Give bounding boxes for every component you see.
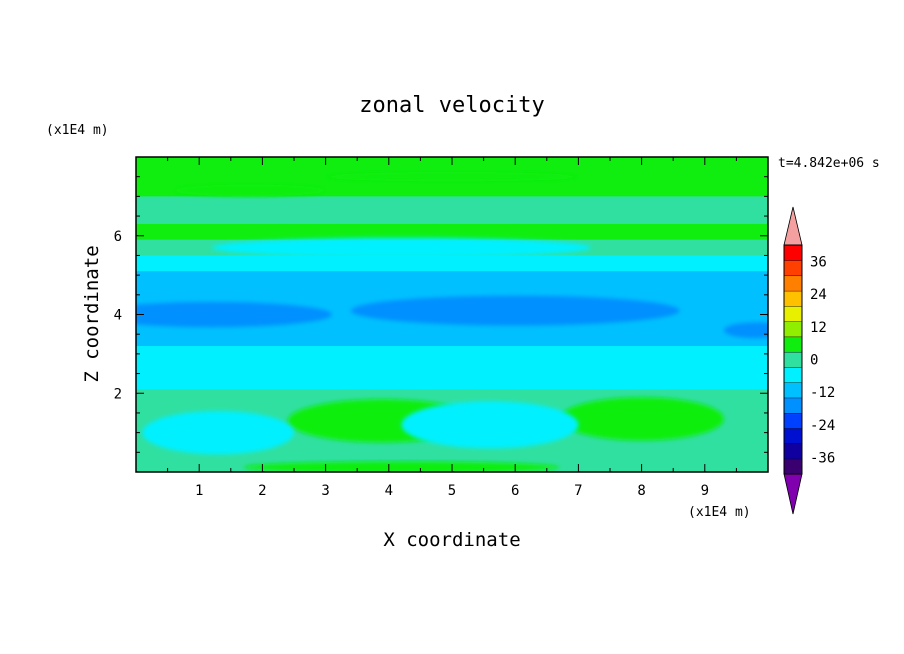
velocity-band — [136, 212, 768, 225]
colorbar-swatch — [783, 290, 803, 307]
colorbar-tick-label: -24 — [810, 418, 835, 434]
colorbar-swatch — [783, 443, 803, 460]
colorbar-tick-label: -12 — [810, 385, 835, 401]
y-tick-label: 6 — [114, 229, 122, 245]
velocity-field — [136, 157, 768, 472]
colorbar-over-arrow — [783, 206, 803, 246]
x-tick-label: 8 — [637, 483, 645, 499]
velocity-band — [136, 157, 768, 174]
velocity-band — [136, 452, 768, 465]
x-axis-label: X coordinate — [383, 529, 520, 551]
colorbar-swatch — [783, 382, 803, 399]
colorbar-tick-label: -36 — [810, 451, 835, 467]
velocity-feature — [325, 171, 579, 182]
y-axis-label: Z coordinate — [81, 245, 103, 382]
colorbar: 36 24 12 0 -12 -24 -36 — [783, 206, 835, 515]
velocity-feature — [243, 461, 560, 472]
colorbar-swatch — [783, 397, 803, 414]
velocity-feature — [559, 397, 724, 441]
y-tick-label: 4 — [114, 308, 122, 324]
colorbar-tick-label: 12 — [810, 320, 827, 336]
velocity-band — [136, 223, 768, 241]
velocity-feature — [350, 295, 680, 326]
colorbar-swatch — [783, 458, 803, 475]
velocity-feature — [173, 184, 326, 197]
velocity-band — [136, 369, 768, 390]
colorbar-swatch — [783, 366, 803, 383]
velocity-feature — [211, 237, 592, 258]
x-tick-label: 9 — [701, 483, 709, 499]
x-tick-label: 7 — [574, 483, 582, 499]
x-tick-label: 4 — [385, 483, 393, 499]
colorbar-tick-label: 36 — [810, 254, 827, 270]
x-tick-label: 3 — [321, 483, 329, 499]
colorbar-under-arrow — [783, 473, 803, 515]
x-axis-ticks: 1 2 3 4 5 6 7 8 9 — [167, 157, 737, 499]
colorbar-frame — [783, 244, 803, 475]
y-axis-ticks: 2 4 6 — [114, 176, 768, 453]
x-units-label: (x1E4 m) — [688, 505, 751, 520]
velocity-feature — [136, 301, 332, 328]
velocity-band — [136, 346, 768, 371]
velocity-feature — [142, 410, 294, 455]
velocity-band — [136, 271, 768, 300]
x-tick-label: 5 — [448, 483, 456, 499]
x-tick-label: 6 — [511, 483, 519, 499]
colorbar-swatch — [783, 321, 803, 338]
y-units-label: (x1E4 m) — [46, 123, 109, 138]
velocity-band — [136, 196, 768, 213]
time-label: t=4.842e+06 s — [778, 156, 880, 171]
colorbar-swatch — [783, 275, 803, 292]
colorbar-swatch — [783, 305, 803, 322]
velocity-feature — [401, 401, 579, 449]
colorbar-swatch — [783, 336, 803, 353]
colorbar-swatch — [783, 351, 803, 368]
colorbar-tick-label: 24 — [810, 287, 827, 303]
x-tick-label: 2 — [258, 483, 266, 499]
colorbar-swatch — [783, 412, 803, 429]
colorbar-tick-label: 0 — [810, 353, 818, 369]
colorbar-swatch — [783, 244, 803, 261]
velocity-band — [136, 334, 768, 347]
y-tick-label: 2 — [114, 386, 122, 402]
x-tick-label: 1 — [195, 483, 203, 499]
colorbar-swatch — [783, 428, 803, 444]
velocity-feature — [723, 322, 768, 339]
velocity-band — [136, 255, 768, 272]
chart-title: zonal velocity — [359, 93, 544, 118]
colorbar-swatch — [783, 260, 803, 277]
